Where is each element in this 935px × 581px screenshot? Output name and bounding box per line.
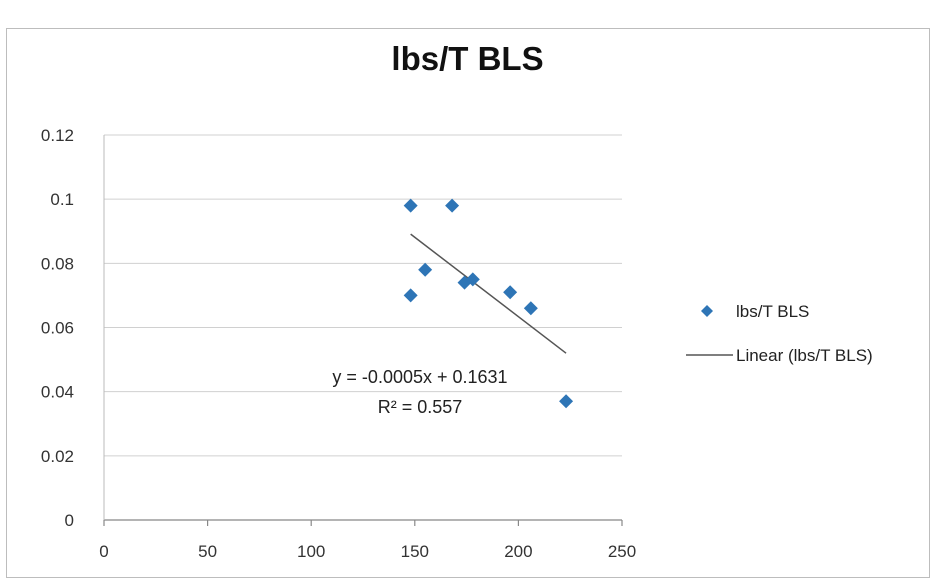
x-tick-label: 200 [504, 542, 532, 561]
legend: lbs/T BLS Linear (lbs/T BLS) [686, 302, 873, 365]
y-tick-label: 0.06 [41, 319, 74, 338]
data-point [403, 288, 418, 303]
y-tick-label: 0.04 [41, 383, 74, 402]
gridlines [104, 134, 622, 457]
legend-item-trendline: Linear (lbs/T BLS) [686, 346, 873, 365]
data-point [403, 198, 418, 213]
legend-label-series: lbs/T BLS [736, 302, 809, 321]
trendline-equation: y = -0.0005x + 0.1631 [332, 367, 507, 387]
x-tick-labels: 0 50 100 150 200 250 [99, 542, 636, 561]
legend-label-trendline: Linear (lbs/T BLS) [736, 346, 873, 365]
legend-marker-diamond-icon [701, 305, 713, 317]
data-point [523, 301, 538, 316]
data-point [503, 285, 518, 300]
x-tick-label: 100 [297, 542, 325, 561]
x-tick-label: 250 [608, 542, 636, 561]
data-point [559, 394, 574, 409]
axes [103, 135, 623, 526]
data-point [445, 198, 460, 213]
r-squared-label: R² = 0.557 [378, 397, 463, 417]
x-tick-label: 50 [198, 542, 217, 561]
data-point [418, 262, 433, 277]
y-tick-labels: 0 0.02 0.04 0.06 0.08 0.1 0.12 [41, 126, 74, 530]
y-tick-label: 0.12 [41, 126, 74, 145]
y-tick-label: 0.08 [41, 254, 74, 273]
x-tick-label: 150 [401, 542, 429, 561]
y-tick-label: 0.02 [41, 447, 74, 466]
data-point [465, 272, 480, 287]
legend-item-series: lbs/T BLS [701, 302, 809, 321]
chart-frame [6, 28, 930, 578]
x-tick-label: 0 [99, 542, 108, 561]
trendline [410, 233, 567, 354]
chart-title: lbs/T BLS [391, 40, 544, 77]
y-tick-label: 0 [65, 511, 74, 530]
y-tick-label: 0.1 [50, 190, 74, 209]
data-points [403, 198, 574, 409]
trendline-layer [410, 233, 567, 354]
